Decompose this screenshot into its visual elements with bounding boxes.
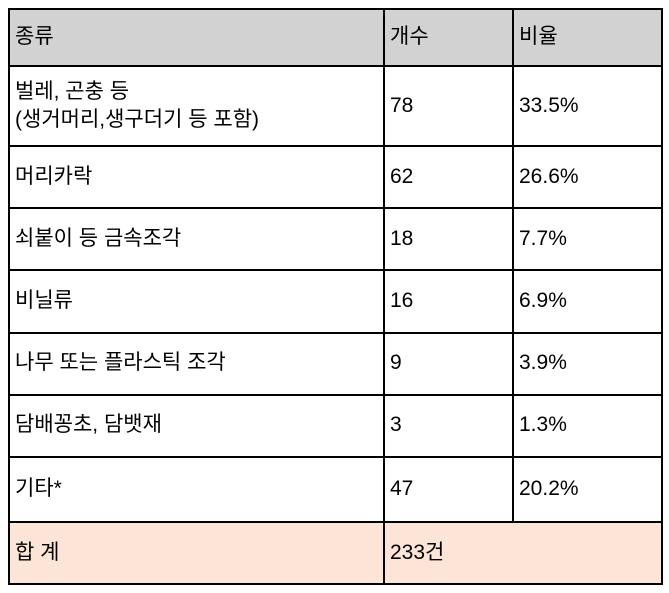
table-row: 나무 또는 플라스틱 조각 9 3.9% xyxy=(8,331,663,396)
count-cell: 62 xyxy=(383,145,514,210)
count-cell: 16 xyxy=(383,269,514,334)
ratio-cell: 33.5% xyxy=(512,65,663,148)
table-row: 벌레, 곤충 등 (생거머리,생구더기 등 포함) 78 33.5% xyxy=(8,65,663,148)
header-cell-count: 개수 xyxy=(383,7,514,68)
table-row: 비닐류 16 6.9% xyxy=(8,269,663,334)
count-cell: 18 xyxy=(383,207,514,272)
table-row: 담배꽁초, 담뱃재 3 1.3% xyxy=(8,393,663,458)
type-cell: 비닐류 xyxy=(8,269,385,334)
total-value-cell: 233건 xyxy=(383,520,663,586)
table-row: 머리카락 62 26.6% xyxy=(8,145,663,210)
type-cell: 벌레, 곤충 등 (생거머리,생구더기 등 포함) xyxy=(8,65,385,148)
ratio-cell: 3.9% xyxy=(512,331,663,396)
table-header-row: 종류 개수 비율 xyxy=(8,7,663,68)
ratio-cell: 26.6% xyxy=(512,145,663,210)
count-cell: 47 xyxy=(383,455,514,523)
type-cell: 머리카락 xyxy=(8,145,385,210)
header-cell-ratio: 비율 xyxy=(512,7,663,68)
table-row: 쇠붙이 등 금속조각 18 7.7% xyxy=(8,207,663,272)
count-cell: 78 xyxy=(383,65,514,148)
type-cell: 담배꽁초, 담뱃재 xyxy=(8,393,385,458)
type-cell: 기타* xyxy=(8,455,385,523)
ratio-cell: 7.7% xyxy=(512,207,663,272)
total-label-cell: 합 계 xyxy=(8,520,385,586)
type-cell: 쇠붙이 등 금속조각 xyxy=(8,207,385,272)
ratio-cell: 20.2% xyxy=(512,455,663,523)
waste-type-table: 종류 개수 비율 벌레, 곤충 등 (생거머리,생구더기 등 포함) 78 33… xyxy=(8,7,663,586)
header-cell-type: 종류 xyxy=(8,7,385,68)
type-cell: 나무 또는 플라스틱 조각 xyxy=(8,331,385,396)
count-cell: 9 xyxy=(383,331,514,396)
ratio-cell: 6.9% xyxy=(512,269,663,334)
count-cell: 3 xyxy=(383,393,514,458)
table-row: 기타* 47 20.2% xyxy=(8,455,663,523)
ratio-cell: 1.3% xyxy=(512,393,663,458)
total-row: 합 계 233건 xyxy=(8,520,663,586)
